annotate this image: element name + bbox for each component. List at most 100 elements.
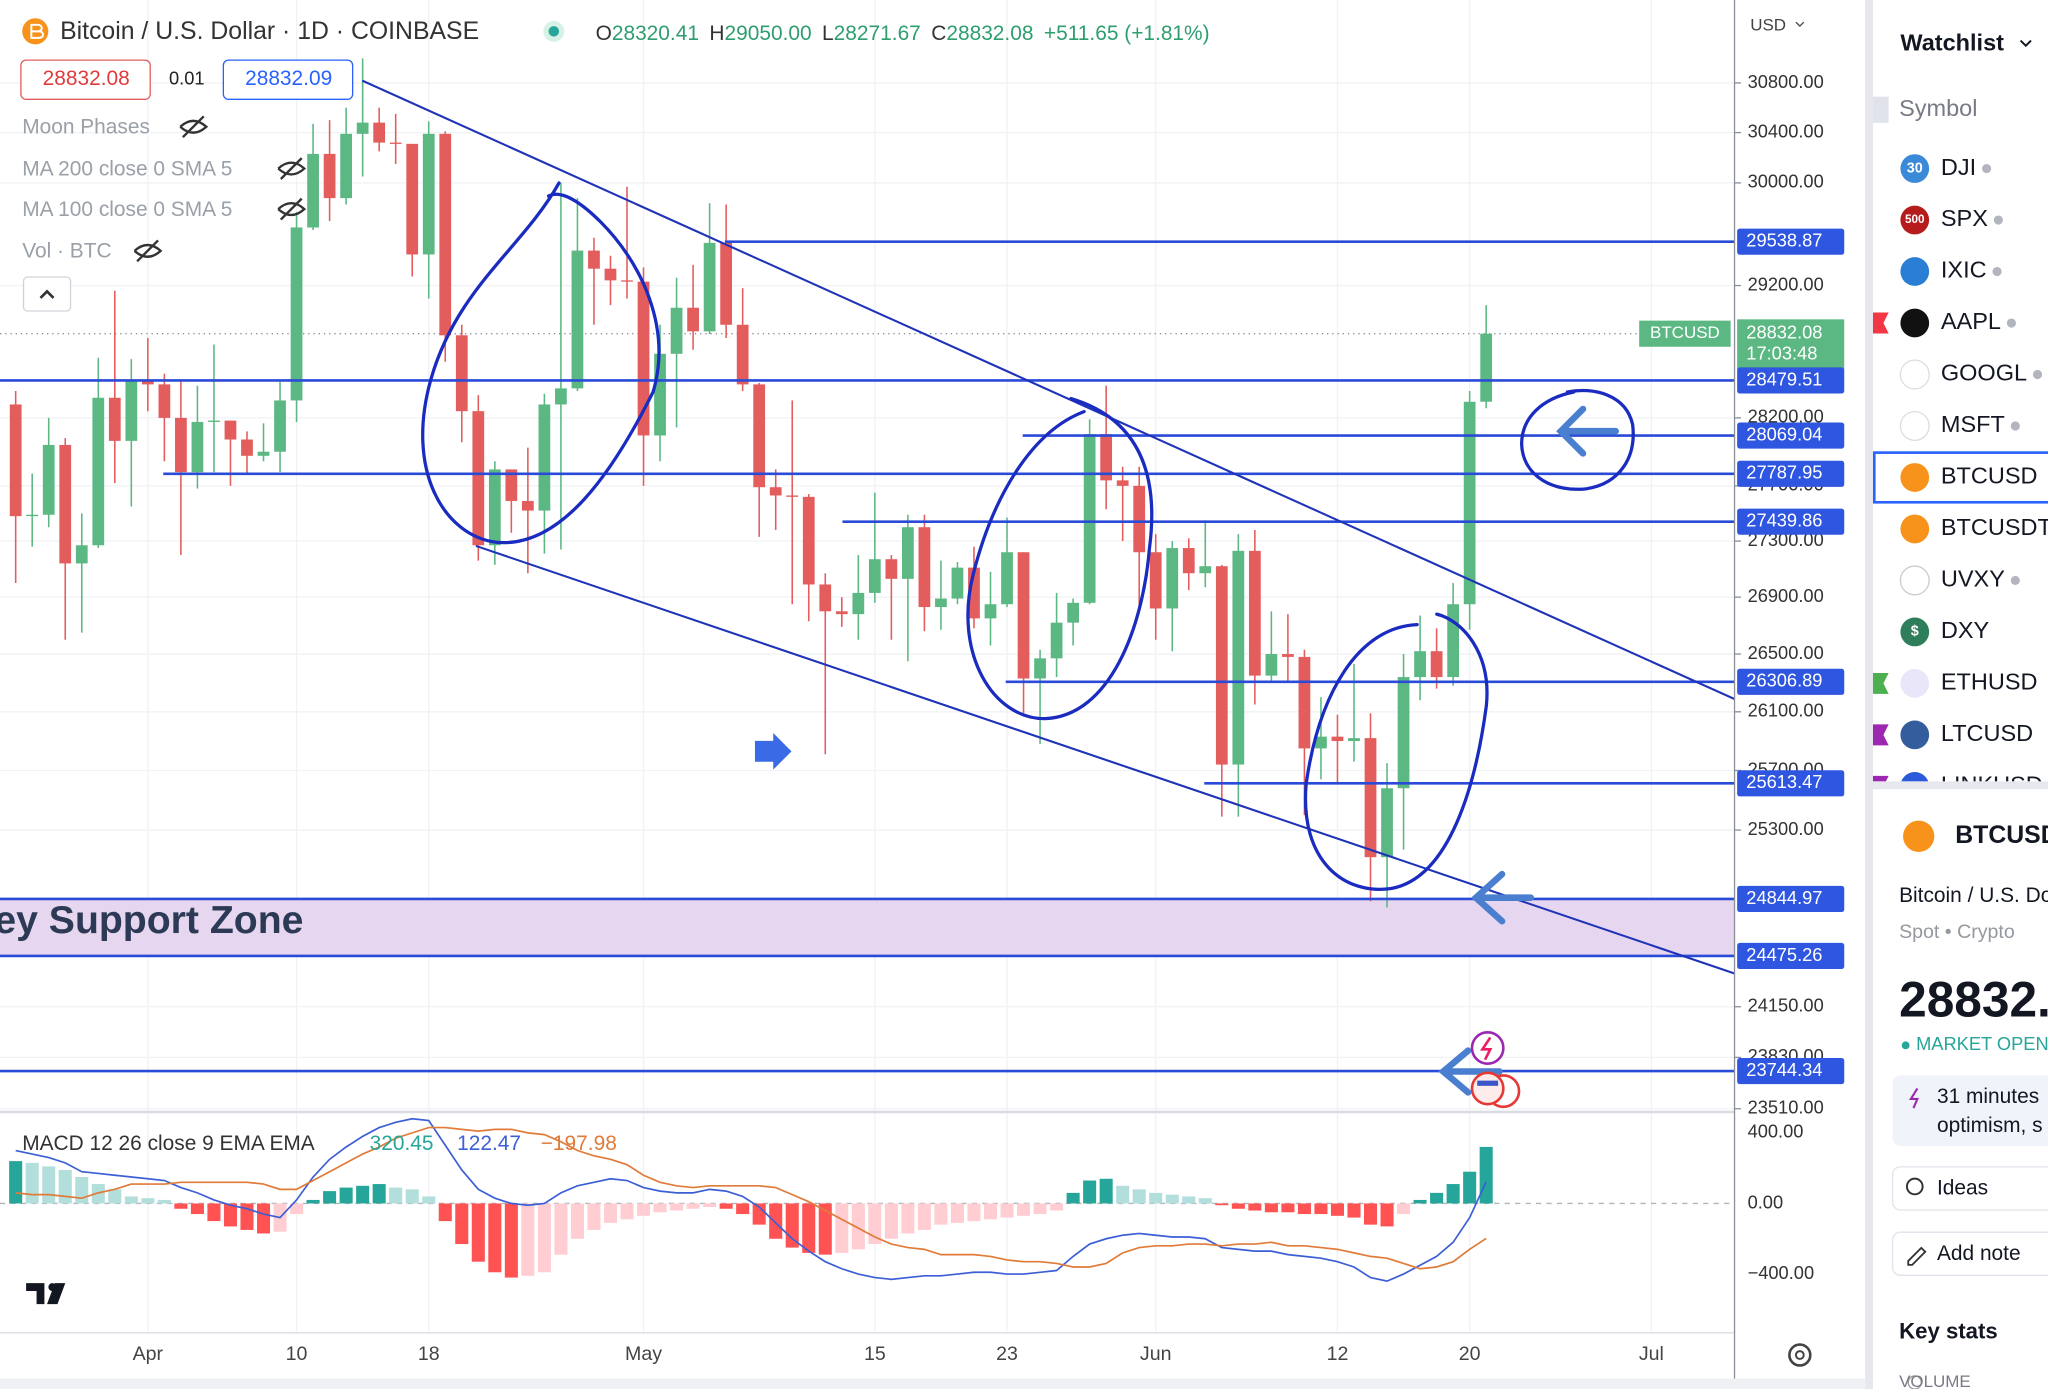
watchlist-row[interactable]: GOOGL	[1899, 359, 2043, 390]
buy-button[interactable]	[222, 59, 354, 100]
arrow	[1471, 870, 1535, 925]
candle-body	[1182, 548, 1195, 574]
symbol[interactable]: UVXY	[1941, 566, 2005, 592]
histogram-bar	[1066, 1192, 1080, 1204]
indicator-label[interactable]: Moon Phases	[22, 116, 150, 139]
macd-pane	[0, 1113, 1735, 1333]
gear	[1788, 1343, 1812, 1367]
level-label-bg	[1737, 1058, 1845, 1085]
eye-off[interactable]	[179, 115, 209, 139]
symbol[interactable]: ETHUSD	[1941, 669, 2038, 695]
chevron	[2019, 39, 2032, 48]
x-tick-label: Jun	[1140, 1343, 1172, 1365]
news-line[interactable]: optimism, s	[1937, 1114, 2043, 1137]
macd-title[interactable]: MACD 12 26 close 9 EMA EMA	[22, 1132, 315, 1155]
watchlist-row[interactable]: BTCUSDT	[1900, 514, 2048, 544]
symbol[interactable]: SPX	[1941, 205, 1988, 231]
symbol-icon	[1900, 154, 1930, 183]
news-card[interactable]	[1892, 1075, 2048, 1146]
sell-price[interactable]: 28832.08	[43, 67, 130, 90]
watchlist-row[interactable]: ETHUSD	[1872, 669, 2038, 698]
level-label: 25613.47	[1746, 771, 1822, 792]
histogram-bar	[124, 1196, 138, 1204]
histogram-bar	[1198, 1198, 1212, 1204]
circle-mark	[1303, 612, 1489, 891]
candle-body	[736, 324, 749, 385]
watchlist-row[interactable]: $ DXY	[1900, 617, 1990, 647]
symbol[interactable]: LTCUSD	[1941, 720, 2033, 746]
symbol-title[interactable]: Bitcoin / U.S. Dollar · 1D · COINBASE	[60, 18, 479, 45]
candle-body	[191, 421, 204, 473]
ohlc-key: L	[822, 21, 834, 44]
symbol[interactable]: GOOGL	[1941, 360, 2027, 386]
symbol[interactable]: AAPL	[1941, 308, 2001, 334]
news-line[interactable]: 31 minutes	[1937, 1085, 2039, 1108]
candle-body	[720, 242, 733, 325]
histogram-bar	[620, 1203, 634, 1220]
indicator-label[interactable]: MA 200 close 0 SMA 5	[22, 157, 232, 180]
column-header[interactable]: Symbol	[1899, 95, 1977, 121]
candle-body	[1348, 738, 1360, 742]
histogram-bar	[25, 1162, 39, 1204]
candle-body	[125, 380, 138, 441]
candle-body	[1017, 552, 1030, 679]
histogram-bar	[75, 1176, 89, 1204]
symbol[interactable]: BTCUSDT	[1941, 514, 2048, 540]
histogram-bar	[1281, 1203, 1295, 1213]
eye-off[interactable]	[133, 239, 163, 263]
add-note-label[interactable]: Add note	[1937, 1242, 2021, 1265]
currency[interactable]: USD	[1750, 16, 1786, 35]
symbol[interactable]: DJI	[1941, 154, 1976, 180]
candle-body	[1298, 656, 1311, 749]
watchlist-row[interactable]: 500 SPX	[1900, 205, 2003, 235]
note-icon	[1907, 1246, 1927, 1266]
candle-body	[984, 604, 997, 619]
watchlist-row[interactable]: UVXY	[1899, 565, 2020, 596]
watchlist-title[interactable]: Watchlist	[1900, 30, 2004, 56]
symbol[interactable]: LINKUSD	[1941, 772, 2043, 798]
watchlist-row[interactable]: 30 DJI	[1900, 154, 1992, 183]
indicator-label[interactable]: Vol · BTC	[22, 240, 111, 263]
symbol[interactable]: DXY	[1941, 617, 1990, 643]
hidden-icons	[133, 115, 307, 263]
candle-body	[1397, 677, 1410, 789]
logo	[26, 1283, 66, 1305]
symbol[interactable]: IXIC	[1941, 257, 1987, 283]
indicator-label[interactable]: MA 100 close 0 SMA 5	[22, 198, 232, 221]
candle-body	[92, 397, 105, 546]
ideas-label[interactable]: Ideas	[1937, 1177, 1988, 1200]
add-note-button[interactable]	[1891, 1231, 2048, 1276]
watchlist-row[interactable]: LTCUSD	[1872, 720, 2033, 750]
collapse-button[interactable]	[22, 276, 72, 312]
sell-button[interactable]	[20, 59, 151, 100]
histogram-bar	[1297, 1203, 1311, 1215]
histogram-bar	[686, 1203, 700, 1209]
status-dot	[548, 26, 560, 37]
watchlist-row[interactable]: AAPL	[1872, 308, 2016, 338]
watchlist-row[interactable]: BTCUSD	[1872, 451, 2048, 504]
candle-body	[1199, 566, 1212, 574]
symbol[interactable]: BTCUSD	[1941, 463, 2038, 489]
candle-body	[521, 500, 534, 511]
symbol-icon	[1900, 463, 1930, 492]
histogram-bar	[1264, 1203, 1278, 1213]
histogram-bar	[455, 1203, 469, 1245]
symbol[interactable]: MSFT	[1941, 411, 2005, 437]
level-label: 29538.87	[1746, 230, 1822, 251]
circle-mark	[966, 396, 1154, 721]
level-label: 26306.89	[1746, 670, 1822, 691]
symbol-badge: $	[1911, 624, 1919, 640]
histogram-bar	[521, 1203, 535, 1276]
candle-body	[1232, 550, 1245, 765]
settings-icon[interactable]	[1788, 1343, 1812, 1367]
candle-body	[1100, 434, 1113, 481]
watchlist-row[interactable]: IXIC	[1900, 257, 2002, 286]
buy-price[interactable]: 28832.09	[245, 67, 332, 90]
watchlist-row[interactable]: MSFT	[1899, 410, 2020, 442]
eye-off[interactable]	[277, 157, 307, 180]
eye-off[interactable]	[277, 197, 307, 221]
histogram-bar	[108, 1189, 122, 1204]
watchlist-row[interactable]: LINKUSD	[1872, 772, 2043, 801]
ideas-button[interactable]	[1891, 1166, 2048, 1211]
y-tick-label: 28200.00	[1748, 406, 1824, 427]
